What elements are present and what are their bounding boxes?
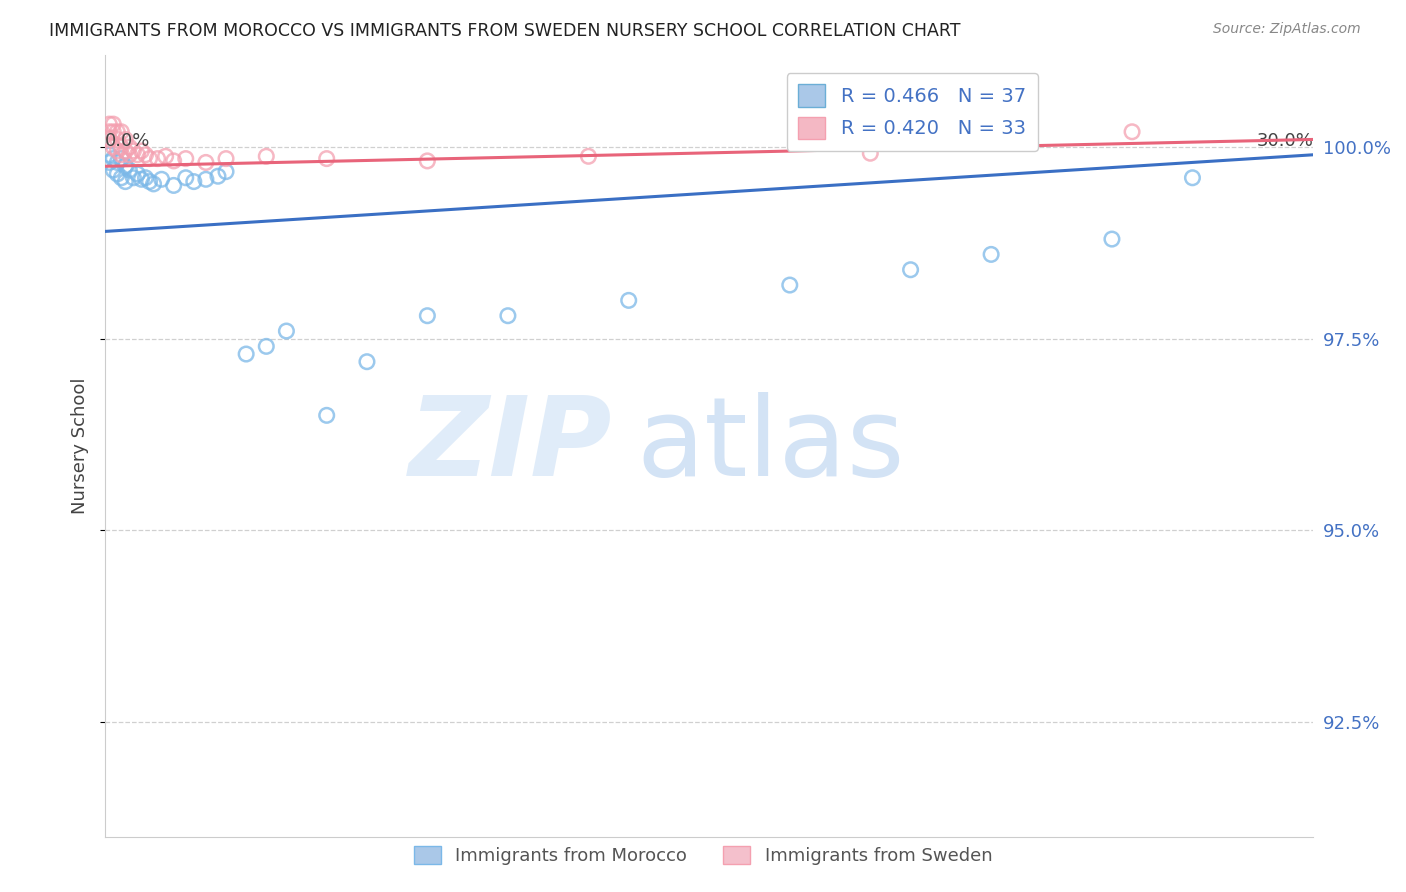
Point: [131, 144, 153, 158]
Point: [578, 149, 600, 163]
Y-axis label: Nursery School: Nursery School: [72, 377, 89, 515]
Point: [155, 149, 177, 163]
Point: [416, 309, 439, 323]
Point: [215, 152, 238, 166]
Text: IMMIGRANTS FROM MOROCCO VS IMMIGRANTS FROM SWEDEN NURSERY SCHOOL CORRELATION CHA: IMMIGRANTS FROM MOROCCO VS IMMIGRANTS FR…: [49, 22, 960, 40]
Point: [235, 347, 257, 361]
Point: [315, 409, 337, 423]
Point: [118, 140, 141, 154]
Point: [416, 153, 439, 168]
Point: [105, 144, 128, 158]
Point: [174, 170, 197, 185]
Point: [617, 293, 640, 308]
Point: [114, 159, 136, 173]
Point: [315, 152, 337, 166]
Point: [105, 132, 128, 146]
Point: [138, 152, 160, 166]
Point: [150, 172, 173, 186]
Point: [118, 148, 141, 162]
Point: [980, 247, 1002, 261]
Point: [114, 132, 136, 146]
Point: [114, 144, 136, 158]
Text: ZIP: ZIP: [409, 392, 613, 500]
Point: [103, 117, 125, 131]
Point: [110, 170, 132, 185]
Text: atlas: atlas: [637, 392, 905, 500]
Point: [98, 117, 121, 131]
Point: [215, 164, 238, 178]
Text: 30.0%: 30.0%: [1257, 132, 1313, 150]
Point: [859, 146, 882, 161]
Point: [163, 153, 186, 168]
Point: [174, 152, 197, 166]
Point: [254, 149, 277, 163]
Point: [496, 309, 519, 323]
Point: [207, 169, 229, 184]
Point: [103, 140, 125, 154]
Point: [98, 132, 121, 146]
Point: [127, 148, 149, 162]
Legend: R = 0.466   N = 37, R = 0.420   N = 33: R = 0.466 N = 37, R = 0.420 N = 33: [786, 72, 1038, 151]
Point: [105, 167, 128, 181]
Point: [138, 175, 160, 189]
Point: [254, 339, 277, 353]
Point: [105, 155, 128, 169]
Point: [1181, 170, 1204, 185]
Point: [98, 155, 121, 169]
Legend: Immigrants from Morocco, Immigrants from Sweden: Immigrants from Morocco, Immigrants from…: [406, 838, 1000, 872]
Point: [110, 152, 132, 166]
Text: 0.0%: 0.0%: [105, 132, 150, 150]
Point: [103, 152, 125, 166]
Point: [110, 148, 132, 162]
Point: [194, 172, 217, 186]
Text: Source: ZipAtlas.com: Source: ZipAtlas.com: [1213, 22, 1361, 37]
Point: [183, 175, 205, 189]
Point: [98, 125, 121, 139]
Point: [779, 278, 801, 293]
Point: [134, 170, 156, 185]
Point: [163, 178, 186, 193]
Point: [356, 354, 378, 368]
Point: [276, 324, 298, 338]
Point: [134, 148, 156, 162]
Point: [103, 163, 125, 178]
Point: [110, 125, 132, 139]
Point: [1101, 232, 1123, 246]
Point: [122, 144, 145, 158]
Point: [118, 163, 141, 178]
Point: [127, 167, 149, 181]
Point: [194, 155, 217, 169]
Point: [146, 152, 169, 166]
Point: [114, 175, 136, 189]
Point: [105, 125, 128, 139]
Point: [110, 140, 132, 154]
Point: [98, 148, 121, 162]
Point: [131, 172, 153, 186]
Point: [122, 170, 145, 185]
Point: [900, 262, 922, 277]
Point: [142, 177, 165, 191]
Point: [103, 125, 125, 139]
Point: [1121, 125, 1143, 139]
